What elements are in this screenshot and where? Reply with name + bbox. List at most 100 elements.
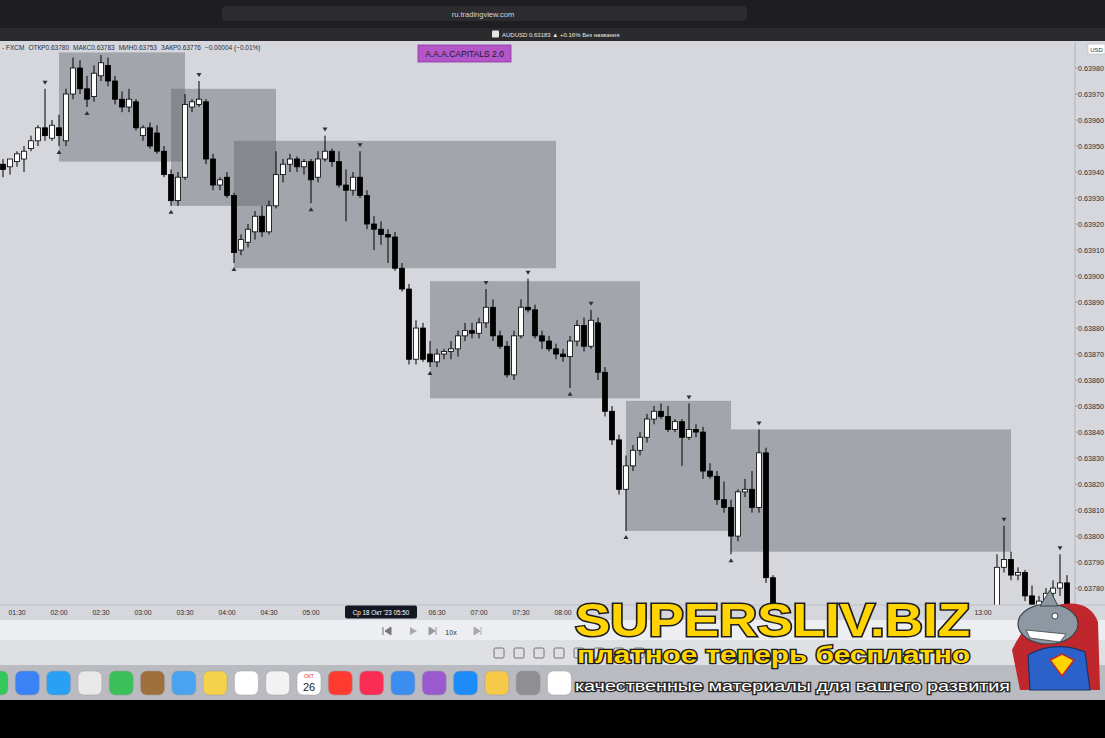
candle [624, 455, 629, 530]
candle [281, 159, 286, 182]
pivot-high-marker [1002, 518, 1007, 522]
candle-body-down [169, 175, 174, 201]
dock-icon[interactable] [234, 671, 258, 695]
candle-body-down [1023, 572, 1028, 595]
chart-background [0, 41, 1105, 620]
replay-step[interactable] [429, 627, 436, 635]
candle-body-down [610, 411, 615, 440]
candle-body-down [1030, 596, 1035, 605]
candle-body-up [274, 175, 279, 206]
candle [274, 151, 279, 208]
tab-title: AUDUSD 0.63183 ▲ +0.16% Без названия [502, 32, 619, 38]
toolbar-icon[interactable] [554, 648, 564, 658]
dock-icon[interactable] [547, 671, 571, 695]
candle [645, 414, 650, 443]
dock-icon[interactable] [203, 671, 227, 695]
candle [729, 500, 734, 555]
replay-back[interactable] [383, 627, 391, 635]
candle [764, 448, 769, 583]
toolbar-icon[interactable] [514, 648, 524, 658]
time-tick-label: 13:00 [974, 609, 991, 616]
dock-icon[interactable] [141, 671, 165, 695]
pivot-low-marker [428, 371, 433, 375]
candle-body-up [673, 422, 678, 430]
time-tick-label: 07:30 [512, 609, 529, 616]
candle [1037, 596, 1042, 605]
candle-wick [724, 481, 725, 512]
dock-icon[interactable] [360, 671, 384, 695]
dock-icon[interactable] [172, 671, 196, 695]
candle-body-up [8, 159, 13, 167]
candle-wick [1060, 554, 1061, 596]
candle [85, 76, 90, 107]
candle-body-down [764, 453, 769, 578]
candle [750, 471, 755, 513]
candle-body-down [526, 307, 531, 310]
candle-body-up [442, 351, 447, 354]
dock-icon[interactable] [47, 671, 71, 695]
candle-body-down [106, 65, 111, 81]
candle [526, 279, 531, 313]
candle-body-up [631, 450, 636, 466]
candle-body-down [344, 185, 349, 190]
candle [106, 58, 111, 87]
candle [435, 349, 440, 367]
time-tick-label: 08:00 [554, 609, 571, 616]
candle [197, 81, 202, 107]
dock-icon[interactable] [78, 671, 102, 695]
candle [505, 341, 510, 377]
mascot-cape [1012, 603, 1100, 690]
currency: USD [1090, 47, 1103, 53]
dock-icon[interactable] [516, 671, 540, 695]
price-tick-label: 0.63920 [1078, 220, 1104, 229]
candle-body-down [596, 323, 601, 372]
candle [547, 336, 552, 352]
price-tick-label: 0.63900 [1078, 272, 1104, 281]
replay-forward[interactable] [474, 627, 481, 635]
candle [246, 224, 251, 247]
dock-icon[interactable] [0, 671, 8, 695]
dock-icon[interactable] [297, 671, 321, 695]
plot-area [1, 52, 1070, 605]
dock-icon[interactable] [266, 671, 290, 695]
candle-body-down [750, 489, 755, 507]
candle [449, 341, 454, 359]
replay-play[interactable] [410, 627, 417, 635]
candle-body-down [393, 237, 398, 268]
dock-icon[interactable] [109, 671, 133, 695]
candle-body-down [617, 440, 622, 489]
candle-body-down [729, 507, 734, 536]
toolbar-icon[interactable] [534, 648, 544, 658]
price-tick-label: 0.63820 [1078, 480, 1104, 489]
candle-body-up [267, 206, 272, 232]
candle-body-down [372, 224, 377, 229]
price-tick-label: 0.63950 [1078, 142, 1104, 151]
dock-icon[interactable] [422, 671, 446, 695]
replay-speed[interactable]: 10x [445, 629, 457, 636]
pivot-low-marker [309, 207, 314, 211]
candle [78, 60, 83, 94]
toolbar-icon[interactable] [494, 648, 504, 658]
candle [512, 331, 517, 380]
zone-box [234, 141, 556, 268]
dock-icon[interactable] [485, 671, 509, 695]
dock-icon[interactable] [15, 671, 39, 695]
ohlc-item: ЗАКР0.63776 [161, 44, 201, 51]
candle [456, 331, 461, 357]
pivot-low-marker [169, 210, 174, 214]
dock-icon[interactable] [391, 671, 415, 695]
candle [155, 125, 160, 154]
candle [190, 99, 195, 112]
candle [477, 318, 482, 339]
dock-icon[interactable] [328, 671, 352, 695]
dock-icon[interactable] [454, 671, 478, 695]
candle-body-down [260, 216, 265, 232]
mascot-teeth [1026, 630, 1066, 642]
zone-box [731, 429, 1011, 551]
watermark-subtitle: платное теперь бесплатно [577, 642, 970, 668]
candle-body-up [456, 336, 461, 349]
candle-body-down [330, 151, 335, 161]
candle [50, 120, 55, 141]
candle-body-down [533, 310, 538, 336]
candle-wick [374, 216, 375, 250]
